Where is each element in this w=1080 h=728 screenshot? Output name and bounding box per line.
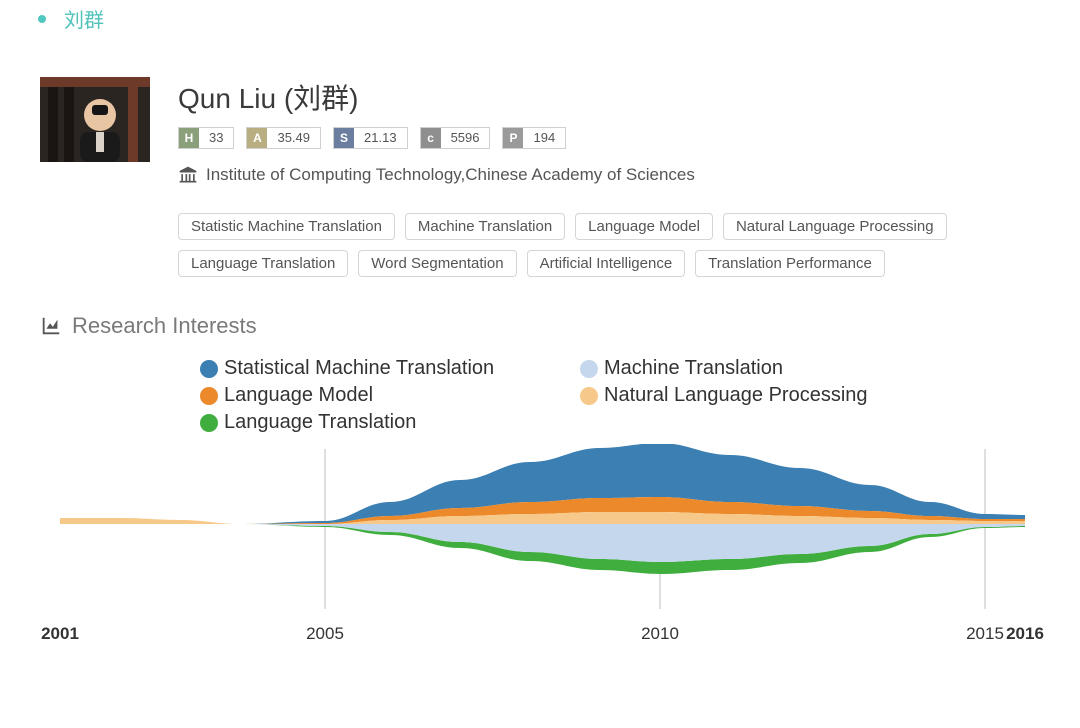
metric-value: 21.13 <box>354 128 407 148</box>
legend-dot <box>200 387 218 405</box>
affiliation-text: Institute of Computing Technology,Chines… <box>206 165 695 185</box>
tag[interactable]: Language Translation <box>178 250 348 277</box>
tags-row: Statistic Machine Translation Machine Tra… <box>178 213 1040 277</box>
legend-dot <box>200 360 218 378</box>
x-tick: 2015 <box>966 624 1004 644</box>
legend-label: Statistical Machine Translation <box>224 357 494 380</box>
tag[interactable]: Natural Language Processing <box>723 213 947 240</box>
metric-key: H <box>179 128 199 148</box>
metric-key: S <box>334 128 354 148</box>
section-header: Research Interests <box>40 313 1040 339</box>
institution-icon <box>178 165 198 185</box>
tag[interactable]: Translation Performance <box>695 250 885 277</box>
chart-legend: Statistical Machine Translation Machine T… <box>200 357 960 434</box>
legend-label: Machine Translation <box>604 357 783 380</box>
metric-value: 194 <box>523 128 565 148</box>
metric-s[interactable]: S21.13 <box>333 127 408 149</box>
research-section: Research Interests Statistical Machine T… <box>0 277 1080 644</box>
section-title: Research Interests <box>72 313 257 339</box>
x-axis: 20012005201020152016 <box>40 620 1040 644</box>
legend-dot <box>580 360 598 378</box>
legend-dot <box>580 387 598 405</box>
metrics-row: H33 A35.49 S21.13 c5596 P194 <box>178 127 1040 149</box>
metric-value: 35.49 <box>267 128 320 148</box>
tag[interactable]: Artificial Intelligence <box>527 250 686 277</box>
legend-dot <box>200 414 218 432</box>
affiliation: Institute of Computing Technology,Chines… <box>178 165 1040 185</box>
x-tick: 2005 <box>306 624 344 644</box>
metric-c[interactable]: c5596 <box>420 127 491 149</box>
tag[interactable]: Language Model <box>575 213 713 240</box>
area-chart-icon <box>40 315 62 337</box>
avatar[interactable] <box>40 77 150 162</box>
tag[interactable]: Statistic Machine Translation <box>178 213 395 240</box>
tag[interactable]: Word Segmentation <box>358 250 516 277</box>
metric-value: 5596 <box>441 128 490 148</box>
x-tick: 2001 <box>41 624 79 644</box>
stream-chart: 20012005201020152016 <box>40 444 1040 644</box>
metric-key: A <box>247 128 267 148</box>
x-tick: 2016 <box>1006 624 1044 644</box>
page-header: 刘群 <box>0 0 1080 37</box>
legend-label: Natural Language Processing <box>604 384 868 407</box>
profile-name[interactable]: Qun Liu (刘群) <box>178 77 1040 117</box>
legend-item[interactable]: Statistical Machine Translation <box>200 357 570 380</box>
profile-body: Qun Liu (刘群) H33 A35.49 S21.13 c5596 P194 In… <box>178 77 1080 277</box>
profile-section: Qun Liu (刘群) H33 A35.49 S21.13 c5596 P194 In… <box>0 37 1080 277</box>
header-label: 刘群 <box>64 4 104 33</box>
legend-item[interactable]: Machine Translation <box>580 357 950 380</box>
metric-h[interactable]: H33 <box>178 127 234 149</box>
metric-value: 33 <box>199 128 233 148</box>
metric-a[interactable]: A35.49 <box>246 127 321 149</box>
tag[interactable]: Machine Translation <box>405 213 565 240</box>
legend-label: Language Model <box>224 384 373 407</box>
metric-key: c <box>421 128 441 148</box>
legend-item[interactable]: Natural Language Processing <box>580 384 950 407</box>
metric-p[interactable]: P194 <box>502 127 566 149</box>
legend-item[interactable]: Language Model <box>200 384 570 407</box>
header-bullet <box>38 15 46 23</box>
legend-label: Language Translation <box>224 411 416 434</box>
metric-key: P <box>503 128 523 148</box>
x-tick: 2010 <box>641 624 679 644</box>
legend-item[interactable]: Language Translation <box>200 411 570 434</box>
